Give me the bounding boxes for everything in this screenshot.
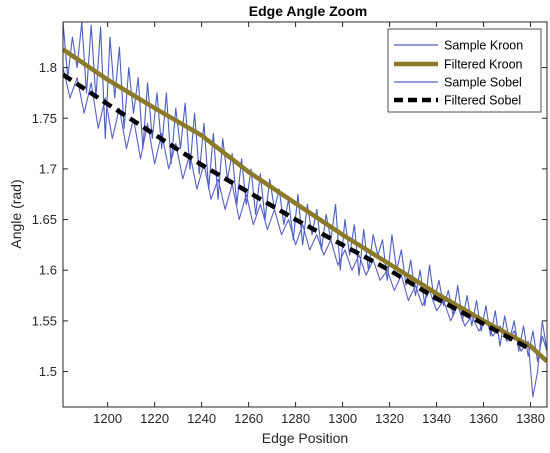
y-tick-label: 1.6 bbox=[39, 263, 57, 278]
x-tick-label: 1380 bbox=[516, 411, 545, 426]
y-tick-label: 1.65 bbox=[32, 212, 57, 227]
series-line-sample-kroon bbox=[63, 22, 547, 362]
y-tick-label: 1.75 bbox=[32, 111, 57, 126]
plot-frame bbox=[62, 21, 548, 408]
x-tick-label: 1260 bbox=[234, 411, 263, 426]
legend-label-sample-sobel: Sample Sobel bbox=[444, 76, 522, 90]
series-line-filtered-sobel bbox=[63, 72, 532, 352]
legend-label-filtered-kroon: Filtered Kroon bbox=[444, 58, 523, 72]
series-line-sample-sobel bbox=[63, 67, 547, 398]
series-layer bbox=[63, 22, 547, 398]
legend: Sample Kroon Filtered Kroon Sample Sobel… bbox=[387, 28, 542, 113]
y-axis-label: Angle (rad) bbox=[8, 179, 24, 248]
x-tick-label: 1280 bbox=[281, 411, 310, 426]
chart-title: Edge Angle Zoom bbox=[249, 3, 367, 19]
legend-label-filtered-sobel: Filtered Sobel bbox=[444, 94, 521, 108]
x-tick-label: 1240 bbox=[187, 411, 216, 426]
x-tick-label: 1220 bbox=[140, 411, 169, 426]
series-line-filtered-kroon bbox=[63, 47, 547, 364]
x-tick-label: 1300 bbox=[328, 411, 357, 426]
y-tick-label: 1.5 bbox=[39, 364, 57, 379]
y-tick-label: 1.8 bbox=[39, 60, 57, 75]
y-tick-label: 1.55 bbox=[32, 313, 57, 328]
x-tick-label: 1320 bbox=[375, 411, 404, 426]
x-axis-label: Edge Position bbox=[262, 430, 348, 446]
x-tick-label: 1360 bbox=[469, 411, 498, 426]
x-tick-label: 1200 bbox=[93, 411, 122, 426]
axis-ticks: 1200 1220 1240 1260 1280 1300 1320 1340 1360 1380… bbox=[32, 22, 547, 426]
x-tick-label: 1340 bbox=[422, 411, 451, 426]
y-tick-label: 1.7 bbox=[39, 161, 57, 176]
legend-label-sample-kroon: Sample Kroon bbox=[444, 39, 523, 53]
